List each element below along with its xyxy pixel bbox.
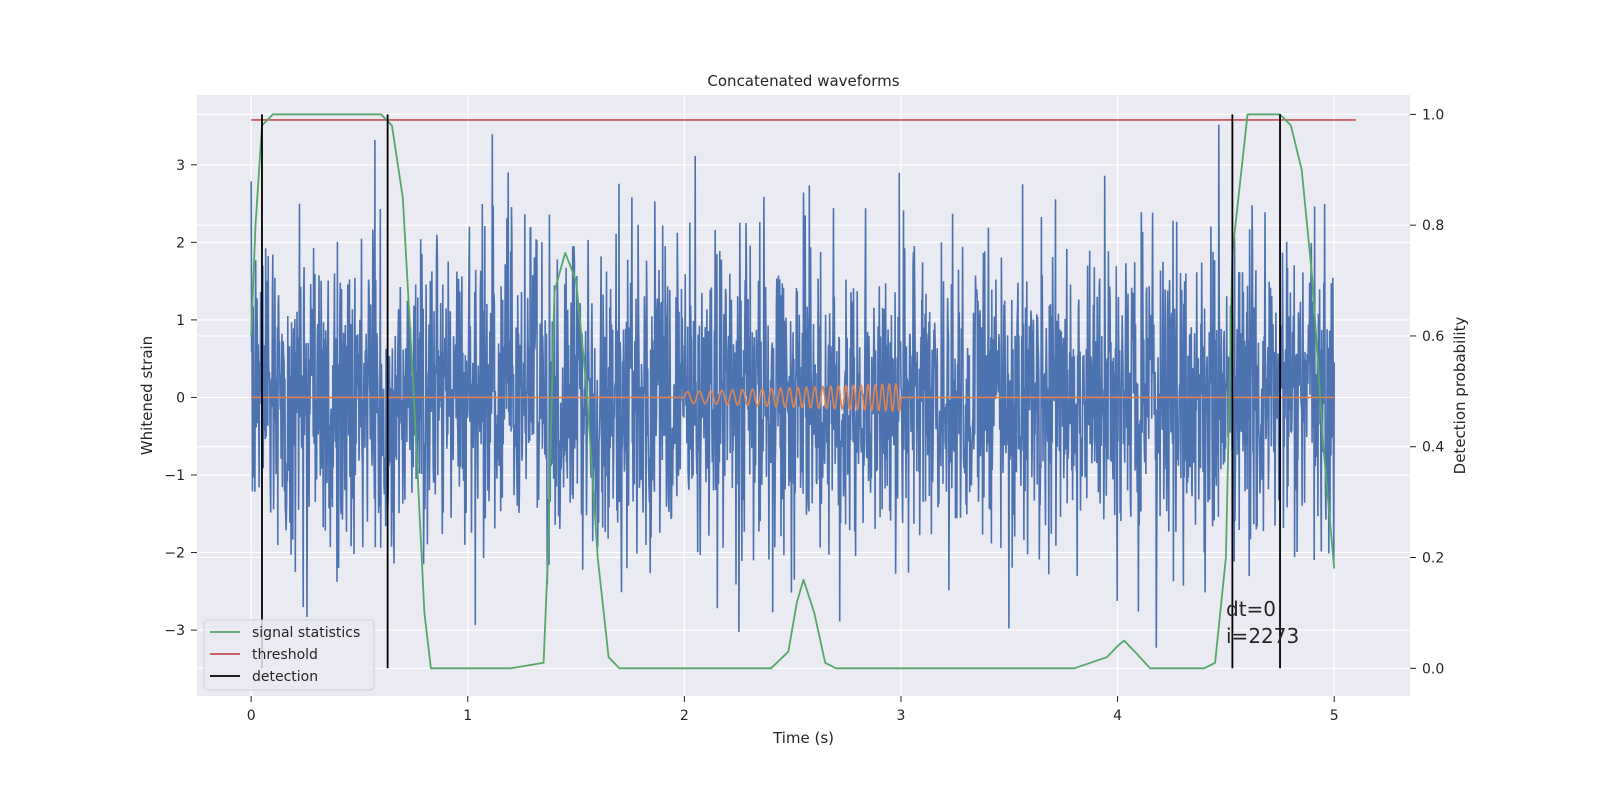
y-right-tick-label: 0.8: [1422, 218, 1444, 234]
legend-box: [203, 619, 375, 691]
x-tick-label: 4: [1113, 708, 1122, 724]
chart-title: Concatenated waveforms: [707, 72, 899, 90]
x-tick-label: 0: [247, 708, 256, 724]
x-tick-label: 2: [680, 708, 689, 724]
template-series: [251, 382, 1335, 413]
y-tick-label: −1: [164, 468, 185, 484]
y-tick-label: −3: [164, 623, 185, 639]
y-right-tick-label: 0.0: [1422, 661, 1444, 677]
y-tick-label: −2: [164, 546, 185, 562]
annotation-index: i=2273: [1226, 624, 1299, 648]
y-right-tick-label: 0.4: [1422, 440, 1444, 456]
series-layer: [250, 113, 1356, 670]
y-tick-label: 3: [176, 158, 185, 174]
y-axis-right-label: Detection probability: [1451, 317, 1469, 475]
y-tick-label: 0: [176, 390, 185, 406]
y-right-tick-label: 1.0: [1422, 107, 1444, 123]
x-tick-label: 5: [1330, 708, 1339, 724]
axes-layer: 0 1 2 3 4 5 −3 −2 −1 0 1 2 3 0.0 0.2 0.4 0.6 0.8 1.0: [164, 107, 1444, 724]
strain-series: [250, 124, 1335, 648]
legend: signal statistics threshold detection: [203, 619, 375, 691]
y-axis-label: Whitened strain: [138, 336, 156, 455]
y-tick-label: 1: [176, 313, 185, 329]
annotation-dt: dt=0: [1226, 597, 1276, 621]
y-right-tick-label: 0.6: [1422, 329, 1444, 345]
x-axis-label: Time (s): [772, 729, 834, 747]
y-right-tick-label: 0.2: [1422, 551, 1444, 567]
signal-statistics-series: [250, 113, 1336, 670]
legend-label-signal-statistics: signal statistics: [252, 625, 360, 641]
legend-label-detection: detection: [252, 669, 318, 685]
x-tick-label: 3: [897, 708, 906, 724]
legend-label-threshold: threshold: [252, 647, 318, 663]
x-tick-label: 1: [463, 708, 472, 724]
y-tick-label: 2: [176, 235, 185, 251]
